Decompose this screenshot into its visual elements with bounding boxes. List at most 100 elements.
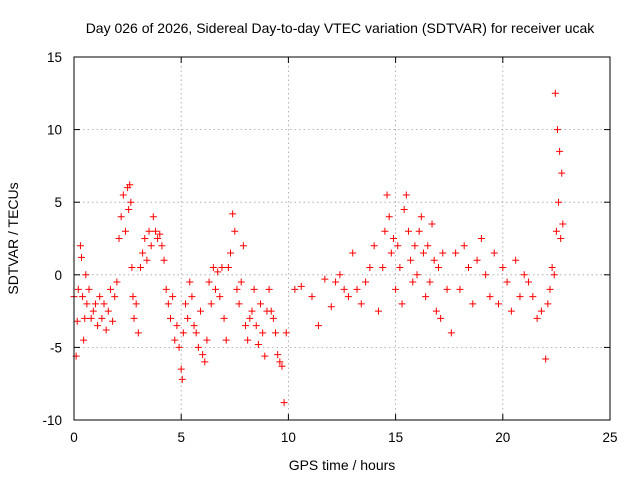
data-point (473, 256, 481, 264)
data-point (151, 227, 159, 235)
data-point (139, 249, 147, 257)
data-point (551, 89, 559, 97)
data-point (291, 285, 299, 293)
data-point (308, 293, 316, 301)
data-point (265, 285, 273, 293)
data-point (186, 278, 194, 286)
y-tick-label: 15 (47, 50, 62, 65)
data-point (79, 293, 87, 301)
data-point (415, 227, 423, 235)
data-point (381, 227, 389, 235)
data-point (111, 293, 119, 301)
data-point (252, 322, 260, 330)
data-point (327, 303, 335, 311)
data-point (134, 329, 142, 337)
data-point (207, 300, 215, 308)
data-point (235, 300, 243, 308)
data-point (94, 322, 102, 330)
data-point (254, 340, 262, 348)
x-axis-label: GPS time / hours (289, 457, 396, 473)
data-point (145, 227, 153, 235)
data-point (280, 399, 288, 407)
data-point (212, 285, 220, 293)
data-point (113, 278, 121, 286)
data-point (171, 336, 179, 344)
data-point (169, 293, 177, 301)
data-point (190, 322, 198, 330)
data-point (430, 256, 438, 264)
data-point (503, 278, 511, 286)
data-point (222, 336, 230, 344)
data-point (499, 264, 507, 272)
data-point (257, 300, 265, 308)
data-point (78, 253, 86, 261)
data-point (102, 326, 110, 334)
data-point (507, 307, 515, 315)
data-point (181, 300, 189, 308)
data-point (104, 307, 112, 315)
tick-labels: 0 5 10 15 20 25 -10 -5 0 5 10 15 (42, 50, 617, 445)
data-point (224, 264, 232, 272)
data-point (447, 329, 455, 337)
data-point (274, 351, 282, 359)
data-point (261, 352, 269, 360)
data-point (469, 300, 477, 308)
data-point (443, 285, 451, 293)
data-point (199, 351, 207, 359)
data-point (192, 329, 200, 337)
data-point (216, 293, 224, 301)
data-point (282, 329, 290, 337)
data-point (548, 264, 556, 272)
data-point (370, 242, 378, 250)
data-point (115, 235, 123, 242)
data-point (239, 242, 247, 250)
data-point (109, 317, 117, 325)
data-point (74, 285, 82, 293)
data-point (332, 278, 340, 286)
data-point (121, 227, 129, 235)
data-point (73, 317, 81, 325)
data-point (387, 249, 395, 257)
x-tick-label: 10 (281, 430, 296, 445)
data-point (344, 293, 352, 301)
data-point (156, 230, 164, 238)
data-point (400, 205, 408, 213)
data-point (188, 293, 196, 301)
data-point (396, 264, 404, 272)
data-point (486, 293, 494, 301)
y-tick-label: -10 (42, 413, 62, 428)
data-point (533, 314, 541, 322)
x-tick-label: 25 (602, 430, 617, 445)
data-point (404, 227, 412, 235)
data-point (125, 205, 133, 213)
data-point (353, 285, 361, 293)
data-point (248, 307, 256, 315)
data-point (126, 181, 134, 189)
data-point (542, 355, 550, 363)
x-tick-label: 15 (388, 430, 403, 445)
data-point (179, 329, 187, 337)
data-point (178, 375, 186, 383)
data-point (276, 358, 284, 366)
y-tick-label: 0 (54, 268, 62, 283)
data-point (314, 322, 322, 330)
data-point (246, 314, 254, 322)
data-point (91, 300, 99, 308)
data-point (520, 271, 528, 279)
data-point (477, 235, 485, 242)
data-point (357, 300, 365, 308)
data-point (205, 278, 213, 286)
data-point (76, 242, 84, 250)
data-point (83, 300, 91, 308)
data-point (85, 285, 93, 293)
data-point (417, 213, 425, 221)
data-point (117, 213, 125, 221)
data-point (297, 282, 305, 290)
data-point (130, 314, 138, 322)
data-point (413, 271, 421, 279)
data-point (96, 293, 104, 301)
data-point (402, 191, 410, 199)
data-point (557, 235, 565, 242)
data-point (184, 314, 192, 322)
